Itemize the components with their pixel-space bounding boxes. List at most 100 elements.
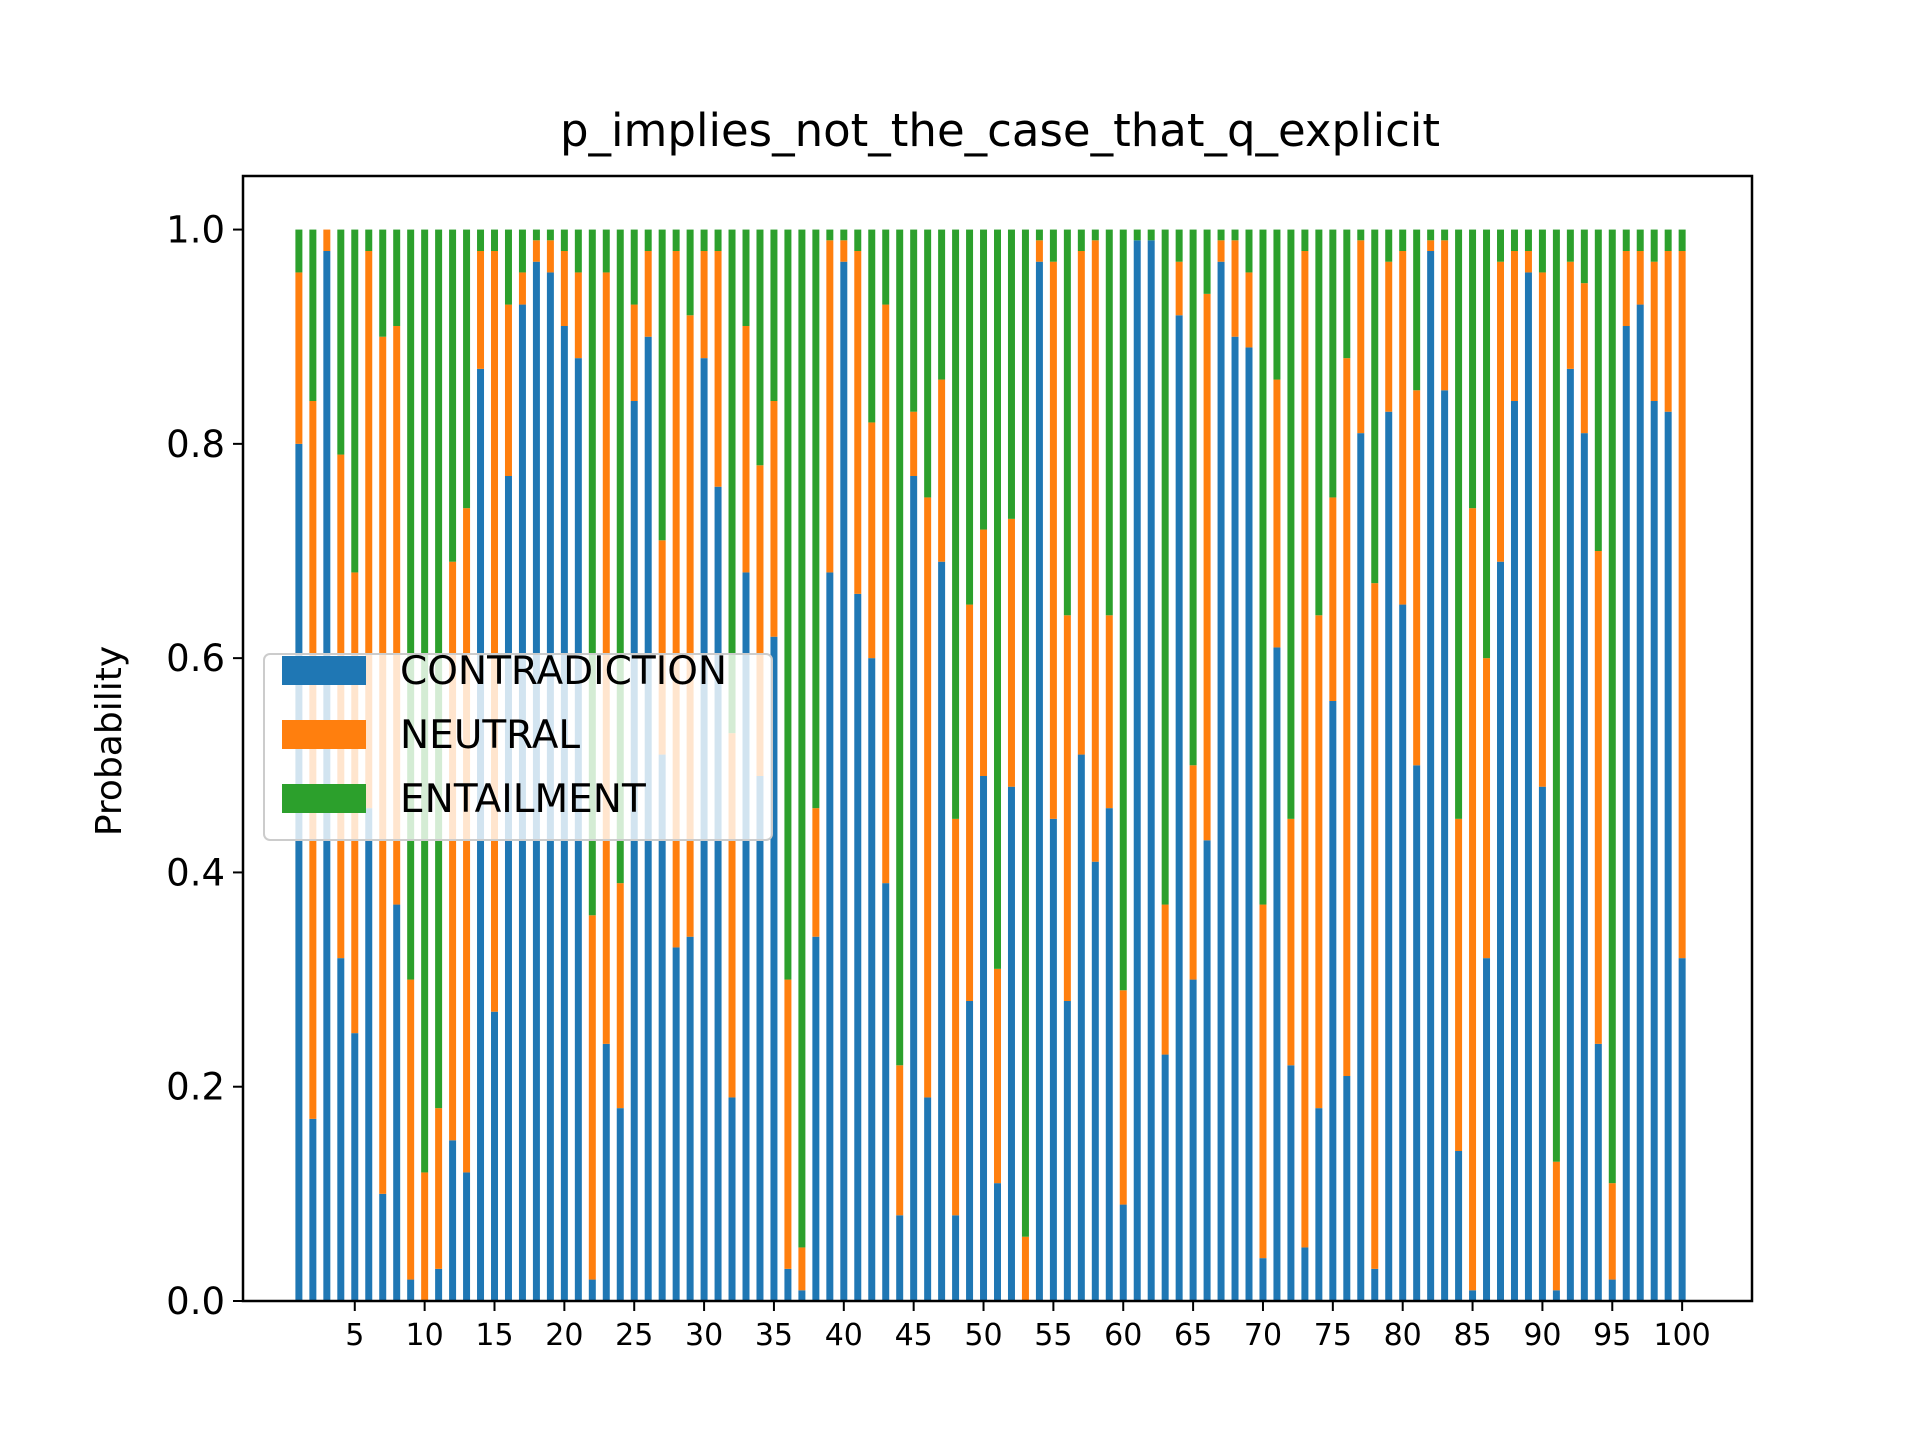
bar-segment-entailment-69: [1245, 229, 1253, 273]
bar-segment-contradiction-93: [1580, 433, 1588, 1301]
bar-segment-entailment-68: [1231, 229, 1239, 241]
bar-segment-contradiction-74: [1315, 1108, 1323, 1301]
bar-segment-neutral-37: [798, 1247, 806, 1291]
bar-segment-neutral-17: [518, 272, 526, 305]
bar-segment-contradiction-68: [1231, 336, 1239, 1302]
bar-segment-contradiction-8: [393, 904, 401, 1301]
bar-segment-neutral-79: [1385, 261, 1393, 412]
bar-segment-neutral-52: [1007, 518, 1015, 787]
bar-segment-contradiction-55: [1049, 818, 1057, 1301]
bar-segment-entailment-42: [868, 229, 876, 423]
plot-frame: [241, 174, 1754, 1303]
bar-segment-entailment-40: [840, 229, 848, 241]
bar-segment-neutral-100: [1678, 251, 1686, 959]
bar-segment-entailment-100: [1678, 229, 1686, 251]
bar-segment-contradiction-65: [1189, 979, 1197, 1301]
bar-segment-contradiction-34: [756, 776, 764, 1301]
bar-segment-contradiction-67: [1217, 261, 1225, 1302]
bar-segment-neutral-63: [1161, 904, 1169, 1055]
bar-segment-neutral-75: [1329, 497, 1337, 701]
bar-segment-entailment-62: [1147, 229, 1155, 241]
bar-segment-neutral-64: [1175, 261, 1183, 316]
bar-segment-contradiction-29: [686, 936, 694, 1301]
bar-segment-neutral-30: [700, 251, 708, 359]
bar-segment-contradiction-27: [658, 754, 666, 1301]
x-tick-label: 70: [1244, 1318, 1282, 1353]
bar-segment-contradiction-85: [1469, 1290, 1477, 1301]
bar-segment-neutral-32: [728, 733, 736, 1098]
bar-segment-neutral-57: [1077, 251, 1085, 755]
bar-segment-neutral-73: [1301, 251, 1309, 1248]
bar-segment-entailment-90: [1538, 229, 1546, 273]
bar-segment-entailment-83: [1441, 229, 1449, 241]
bar-segment-neutral-8: [393, 326, 401, 905]
bar-segment-neutral-21: [574, 272, 582, 359]
bar-segment-neutral-45: [910, 411, 918, 476]
bar-segment-entailment-76: [1343, 229, 1351, 359]
bar-segment-neutral-53: [1021, 1236, 1029, 1301]
bar-segment-entailment-7: [379, 229, 387, 337]
bar-segment-neutral-74: [1315, 615, 1323, 1109]
bar-segment-neutral-92: [1566, 261, 1574, 369]
bar-segment-entailment-46: [924, 229, 932, 498]
bar-segment-neutral-48: [952, 818, 960, 1216]
bar-segment-entailment-33: [742, 229, 750, 326]
bar-segment-neutral-25: [630, 304, 638, 401]
bar-segment-entailment-26: [644, 229, 652, 251]
bar-segment-entailment-5: [351, 229, 359, 573]
bar-segment-contradiction-90: [1538, 786, 1546, 1301]
bar-segment-neutral-46: [924, 497, 932, 1098]
bar-segment-contradiction-42: [868, 658, 876, 1301]
bar-segment-neutral-44: [896, 1065, 904, 1216]
legend-swatch-neutral: [282, 720, 366, 749]
bar-segment-neutral-68: [1231, 240, 1239, 337]
bar-segment-entailment-1: [295, 229, 303, 273]
bar-segment-neutral-26: [644, 251, 652, 337]
bar-segment-neutral-12: [449, 561, 457, 1141]
bar-segment-entailment-99: [1664, 229, 1672, 251]
x-tick-label: 85: [1453, 1318, 1491, 1353]
bar-segment-entailment-72: [1287, 229, 1295, 819]
bar-segment-entailment-22: [588, 229, 596, 916]
bar-segment-neutral-72: [1287, 818, 1295, 1066]
bar-segment-entailment-71: [1273, 229, 1281, 380]
bar-segment-contradiction-76: [1343, 1076, 1351, 1301]
bar-segment-contradiction-89: [1524, 272, 1532, 1302]
bar-segment-neutral-71: [1273, 379, 1281, 648]
bar-segment-neutral-33: [742, 326, 750, 573]
bar-segment-neutral-80: [1399, 251, 1407, 605]
bar-segment-neutral-1: [295, 272, 303, 444]
bar-segment-neutral-35: [770, 401, 778, 637]
bar-segment-entailment-78: [1371, 229, 1379, 584]
bar-segment-neutral-28: [672, 251, 680, 948]
bar-segment-contradiction-7: [379, 1193, 387, 1301]
bar-segment-entailment-28: [672, 229, 680, 251]
bar-segment-neutral-42: [868, 422, 876, 659]
bar-segment-neutral-65: [1189, 765, 1197, 980]
bar-segment-entailment-67: [1217, 229, 1225, 241]
bar-segment-neutral-18: [532, 240, 540, 262]
bar-segment-contradiction-35: [770, 636, 778, 1301]
bar-segment-neutral-27: [658, 540, 666, 755]
bar-segment-contradiction-50: [980, 776, 988, 1301]
bar-segment-contradiction-44: [896, 1215, 904, 1301]
bar-segment-contradiction-87: [1497, 561, 1504, 1301]
bar-segment-entailment-65: [1189, 229, 1197, 766]
bar-segment-entailment-8: [393, 229, 401, 326]
bar-segment-neutral-70: [1259, 904, 1267, 1259]
bar-segment-contradiction-70: [1259, 1258, 1267, 1301]
bar-segment-entailment-56: [1063, 229, 1071, 616]
bar-segment-contradiction-72: [1287, 1065, 1295, 1301]
bar-segment-entailment-23: [602, 229, 610, 273]
bar-segment-neutral-24: [616, 883, 624, 1109]
bar-segment-entailment-27: [658, 229, 666, 541]
bar-segment-neutral-84: [1455, 818, 1463, 1151]
bar-segment-contradiction-82: [1427, 251, 1435, 1301]
bar-segment-contradiction-58: [1091, 861, 1099, 1301]
bar-segment-neutral-39: [826, 240, 834, 573]
bar-segment-entailment-13: [463, 229, 471, 509]
bar-segment-neutral-97: [1636, 251, 1644, 305]
bar-segment-entailment-74: [1315, 229, 1323, 616]
legend-swatch-contradiction: [282, 656, 366, 685]
bar-segment-contradiction-37: [798, 1290, 806, 1301]
